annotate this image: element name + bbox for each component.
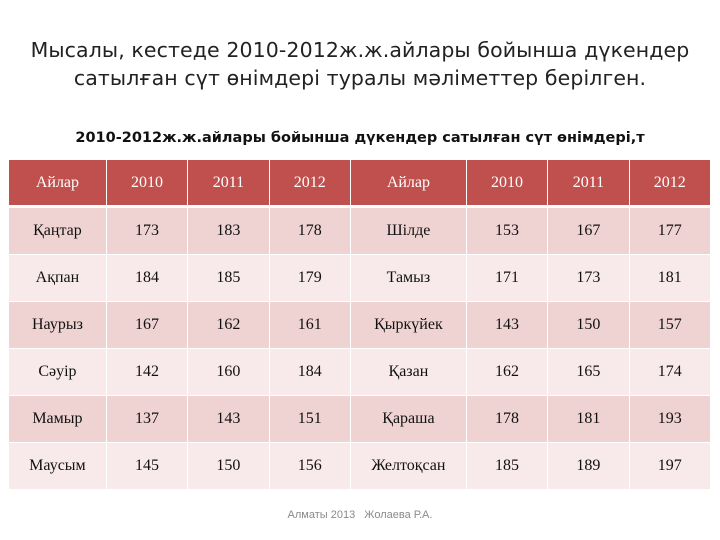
month-cell: Шілде [351,208,467,255]
value-cell: 178 [269,208,351,255]
table-row: Қаңтар 173 183 178 Шілде 153 167 177 [9,208,711,255]
value-cell: 174 [629,349,711,396]
footer-author: Жолаева Р.А. [364,509,433,521]
month-cell: Тамыз [351,255,467,302]
header-cell-2012: 2012 [269,160,351,208]
value-cell: 167 [548,208,630,255]
month-cell: Сәуір [9,349,107,396]
value-cell: 156 [269,443,351,490]
value-cell: 171 [466,255,549,302]
value-cell: 184 [269,349,351,396]
value-cell: 153 [466,208,549,255]
table-row: Мамыр 137 143 151 Қараша 178 181 193 [9,396,711,443]
slide-heading: Мысалы, кестеде 2010-2012ж.ж.айлары бойы… [20,36,700,92]
dairy-sales-table: Айлар 2010 2011 2012 Айлар 2010 2011 201… [9,160,711,490]
value-cell: 145 [106,443,189,490]
value-cell: 181 [629,255,711,302]
value-cell: 143 [188,396,270,443]
value-cell: 177 [629,208,711,255]
month-cell: Желтоқсан [351,443,467,490]
value-cell: 160 [188,349,270,396]
header-cell-2011: 2011 [548,160,630,208]
value-cell: 178 [466,396,549,443]
header-cell-2010: 2010 [106,160,189,208]
value-cell: 157 [629,302,711,349]
value-cell: 150 [548,302,630,349]
value-cell: 173 [106,208,189,255]
value-cell: 165 [548,349,630,396]
value-cell: 162 [188,302,270,349]
slide-heading-line-2: сатылған сүт өнімдері туралы мәліметтер … [73,66,647,90]
value-cell: 150 [188,443,270,490]
value-cell: 161 [269,302,351,349]
value-cell: 181 [548,396,630,443]
month-cell: Қазан [351,349,467,396]
value-cell: 173 [548,255,630,302]
header-cell-2012: 2012 [629,160,711,208]
month-cell: Наурыз [9,302,107,349]
value-cell: 143 [466,302,549,349]
slide-heading-line-1: Мысалы, кестеде 2010-2012ж.ж.айлары бойы… [30,38,690,62]
value-cell: 185 [466,443,549,490]
value-cell: 184 [106,255,189,302]
value-cell: 137 [106,396,189,443]
month-cell: Маусым [9,443,107,490]
value-cell: 151 [269,396,351,443]
month-cell: Ақпан [9,255,107,302]
value-cell: 189 [548,443,630,490]
month-cell: Қаңтар [9,208,107,255]
table-header-row: Айлар 2010 2011 2012 Айлар 2010 2011 201… [9,160,711,208]
footer-place-year: Алматы 2013 [287,509,356,521]
table-row: Сәуір 142 160 184 Қазан 162 165 174 [9,349,711,396]
month-cell: Мамыр [9,396,107,443]
table-row: Маусым 145 150 156 Желтоқсан 185 189 197 [9,443,711,490]
value-cell: 179 [269,255,351,302]
value-cell: 167 [106,302,189,349]
value-cell: 162 [466,349,549,396]
header-cell-2011: 2011 [188,160,270,208]
value-cell: 197 [629,443,711,490]
value-cell: 142 [106,349,189,396]
table-row: Ақпан 184 185 179 Тамыз 171 173 181 [9,255,711,302]
value-cell: 185 [188,255,270,302]
table-row: Наурыз 167 162 161 Қыркүйек 143 150 157 [9,302,711,349]
slide-footer: Алматы 2013 Жолаева Р.А. [0,509,720,521]
month-cell: Қараша [351,396,467,443]
value-cell: 193 [629,396,711,443]
header-cell-months: Айлар [9,160,107,208]
table-caption: 2010-2012ж.ж.айлары бойынша дүкендер сат… [75,130,645,146]
header-cell-2010: 2010 [466,160,549,208]
header-cell-months: Айлар [351,160,467,208]
month-cell: Қыркүйек [351,302,467,349]
value-cell: 183 [188,208,270,255]
